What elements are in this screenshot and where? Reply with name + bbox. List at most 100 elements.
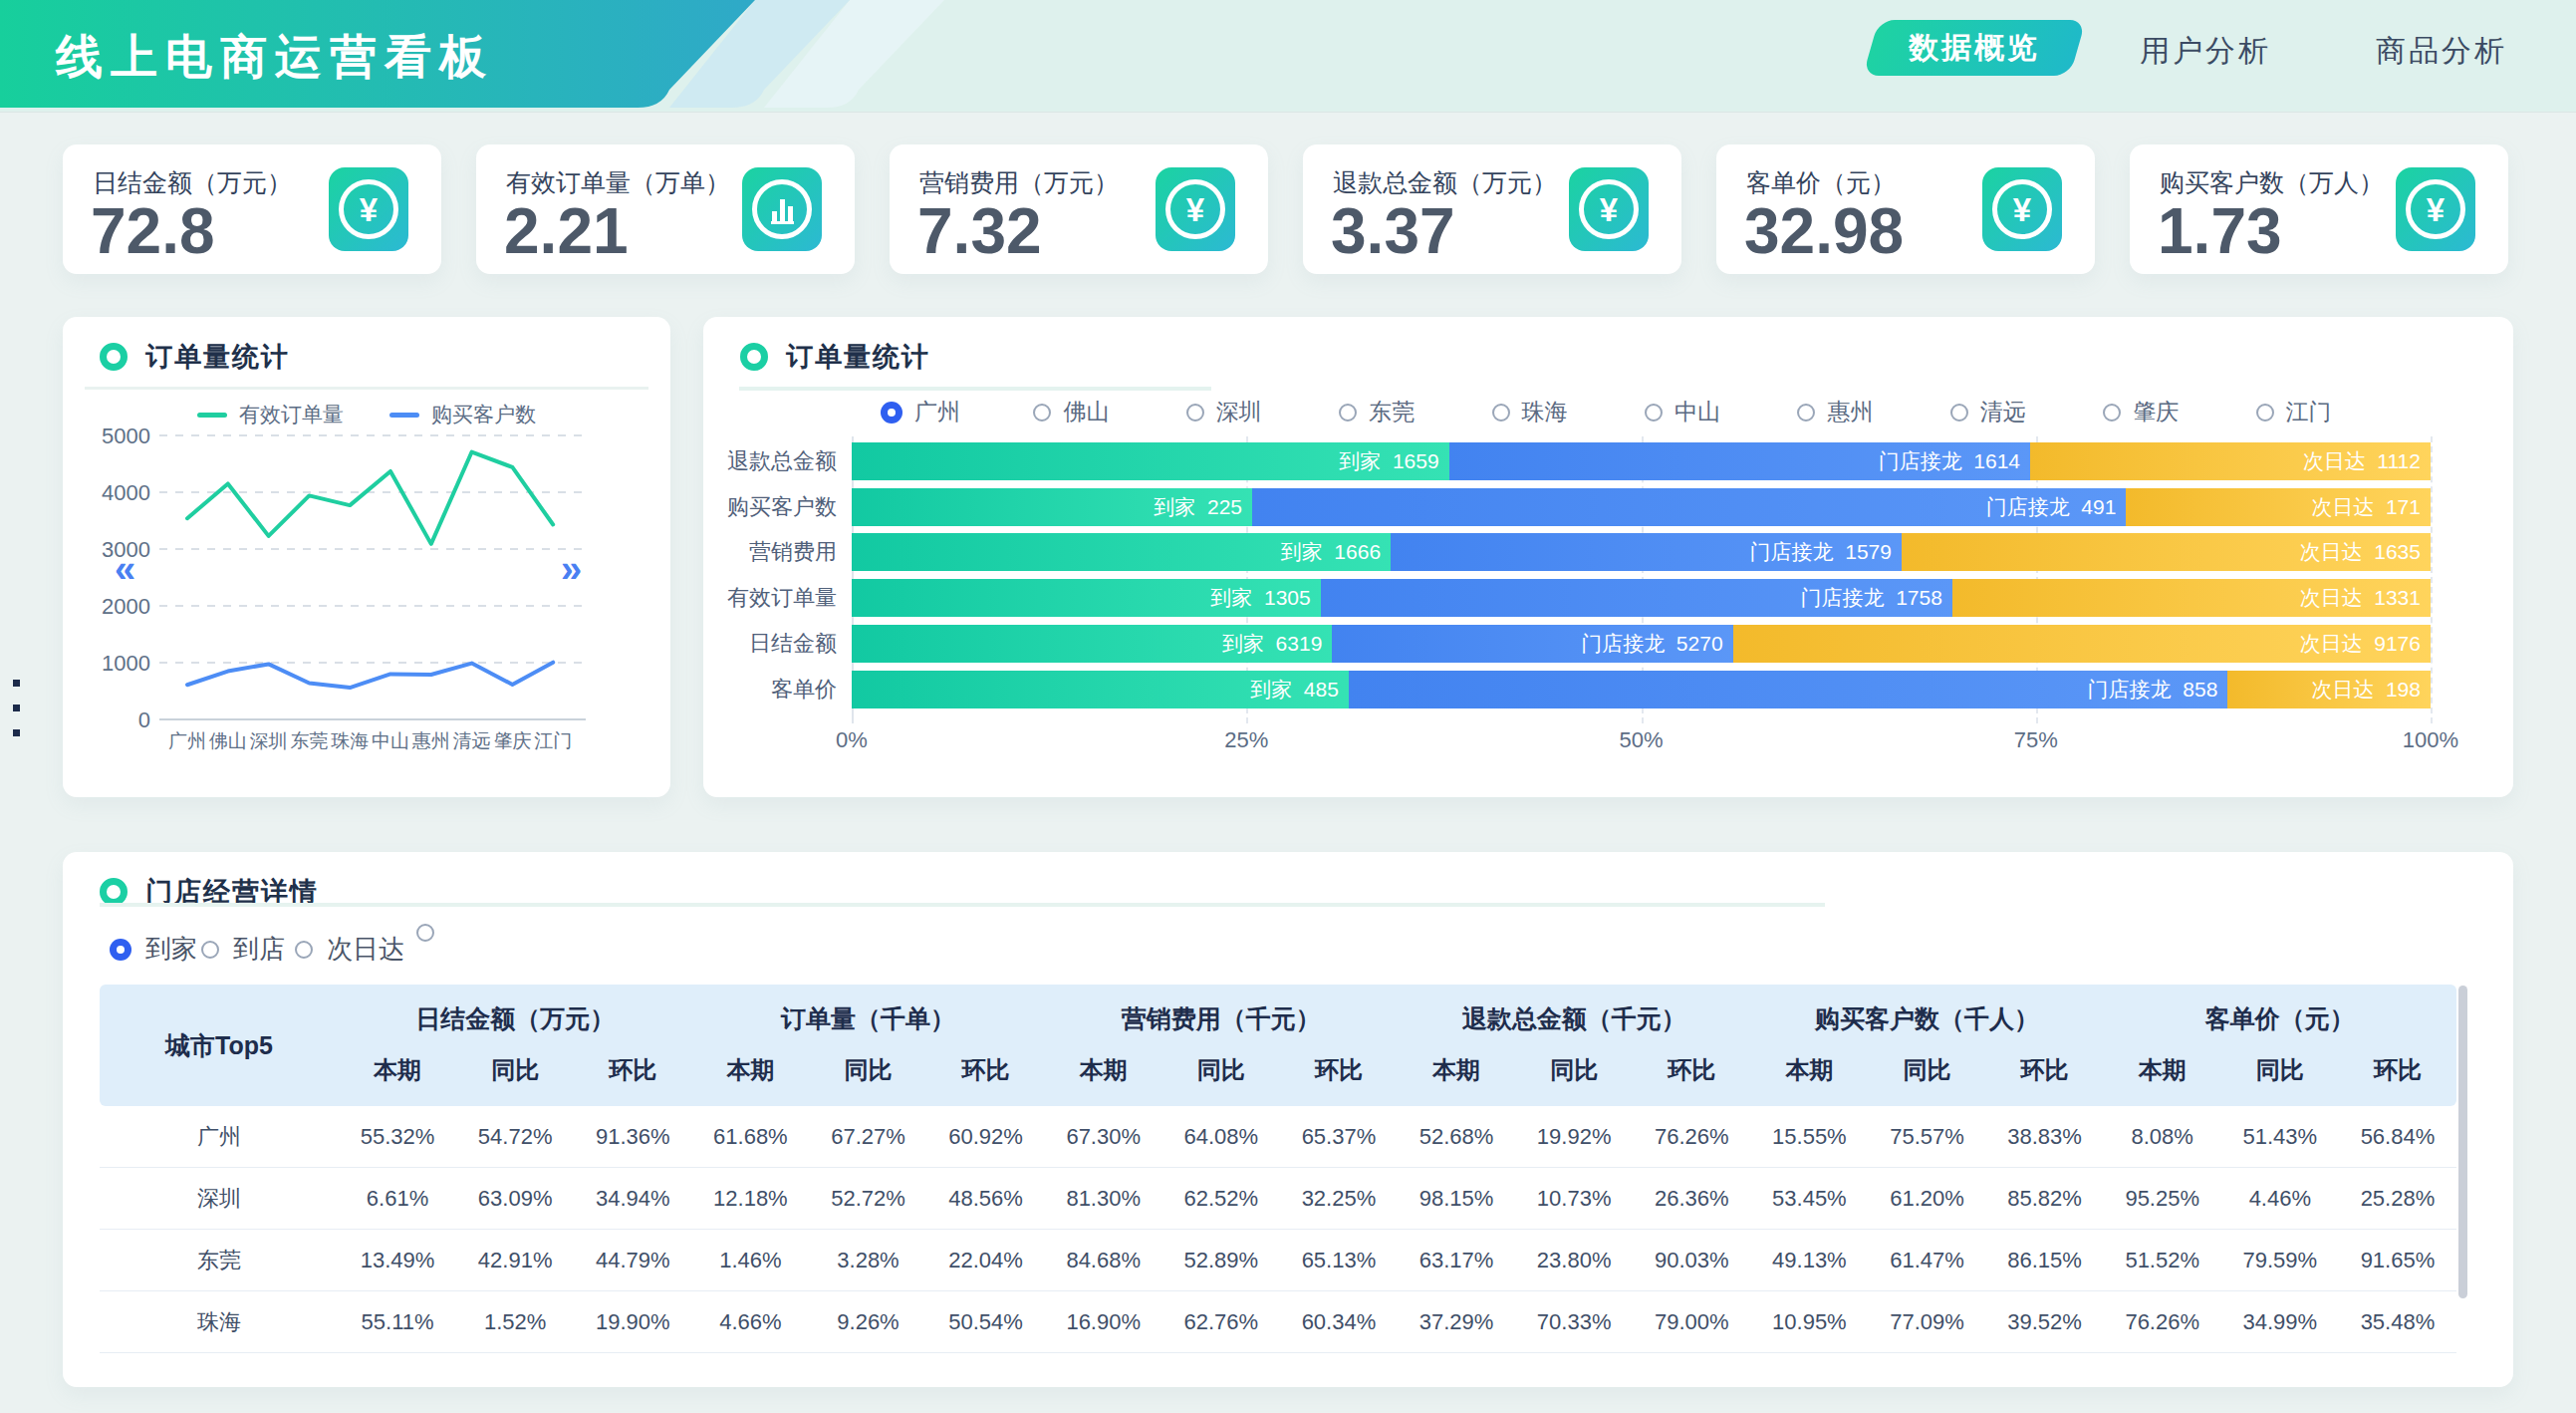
- legend-swatch: [389, 413, 419, 418]
- bar-segment[interactable]: 次日达 9176: [1733, 625, 2431, 663]
- bar-segment[interactable]: 门店接龙 1758: [1321, 579, 1952, 617]
- chart-scroll-right-icon[interactable]: »: [561, 548, 582, 591]
- cell-value: 52.72%: [809, 1186, 926, 1212]
- bar-segment[interactable]: 次日达 1112: [2030, 442, 2431, 480]
- col-sub-header: 本期: [691, 1048, 809, 1092]
- svg-text:东莞: 东莞: [290, 730, 328, 751]
- bar-segment[interactable]: 次日达 1331: [1952, 579, 2431, 617]
- bar-segment[interactable]: 次日达 198: [2227, 671, 2431, 708]
- yen-icon: ¥: [360, 193, 378, 226]
- cell-value: 81.30%: [1045, 1186, 1162, 1212]
- cell-value: 86.15%: [1986, 1248, 2104, 1273]
- city-radio-9[interactable]: 肇庆: [2103, 397, 2179, 427]
- city-radio-2[interactable]: 佛山: [1033, 397, 1109, 427]
- radio-icon[interactable]: [2103, 404, 2121, 422]
- cell-city: 深圳: [100, 1184, 339, 1214]
- radio-icon[interactable]: [1797, 404, 1815, 422]
- bar-segment[interactable]: 到家 1659: [852, 442, 1449, 480]
- bar-category-label: 营销费用: [703, 533, 837, 571]
- bar-segment[interactable]: 次日达 1635: [1902, 533, 2431, 571]
- bar-segment[interactable]: 门店接龙 5270: [1332, 625, 1732, 663]
- svg-text:珠海: 珠海: [331, 730, 369, 751]
- cell-value: 52.68%: [1398, 1124, 1515, 1150]
- cell-value: 51.52%: [2104, 1248, 2221, 1273]
- kpi-icon: ¥: [1156, 167, 1235, 251]
- line-card-title: 订单量统计: [145, 339, 290, 375]
- cell-value: 62.52%: [1162, 1186, 1280, 1212]
- radio-icon[interactable]: [1645, 404, 1663, 422]
- radio-label: 中山: [1674, 397, 1720, 427]
- city-radio-5[interactable]: 珠海: [1492, 397, 1568, 427]
- radio-label: 到店: [233, 932, 285, 967]
- cell-value: 53.45%: [1750, 1186, 1868, 1212]
- cell-city: 广州: [100, 1122, 339, 1152]
- bar-segment-label: 门店接龙 491: [1986, 493, 2117, 521]
- cell-value: 10.95%: [1750, 1309, 1868, 1335]
- bar-segment[interactable]: 到家 1305: [852, 579, 1321, 617]
- radio-icon[interactable]: [295, 941, 313, 959]
- cell-value: 61.20%: [1868, 1186, 1985, 1212]
- bar-segment[interactable]: 次日达 171: [2126, 488, 2431, 526]
- cell-value: 34.99%: [2221, 1309, 2339, 1335]
- cell-value: 19.90%: [574, 1309, 691, 1335]
- cell-value: 19.92%: [1515, 1124, 1633, 1150]
- tab-data-overview[interactable]: 数据概览: [1863, 20, 2086, 76]
- bar-segment[interactable]: 门店接龙 1614: [1449, 442, 2030, 480]
- cell-value: 4.66%: [691, 1309, 809, 1335]
- city-radio-7[interactable]: 惠州: [1797, 397, 1873, 427]
- city-radio-1[interactable]: 广州: [881, 397, 960, 427]
- radio-icon[interactable]: [2256, 404, 2274, 422]
- tab-product-analysis[interactable]: 商品分析: [2376, 31, 2507, 72]
- radio-icon[interactable]: [1950, 404, 1968, 422]
- cell-value: 65.37%: [1280, 1124, 1398, 1150]
- section-ring-icon: [100, 878, 128, 906]
- line-chart: 500040003000200010000广州佛山深圳东莞珠海中山惠州清远肇庆江…: [63, 422, 670, 765]
- page-title: 线上电商运营看板: [56, 26, 494, 89]
- gridline: [2431, 436, 2433, 723]
- cell-value: 61.47%: [1868, 1248, 1985, 1273]
- radio-icon[interactable]: [1033, 404, 1051, 422]
- bar-segment-label: 到家 1666: [1281, 538, 1381, 566]
- bar-category-label: 日结金额: [703, 625, 837, 663]
- city-radio-6[interactable]: 中山: [1645, 397, 1720, 427]
- order-stats-line-card: 订单量统计 有效订单量购买客户数 500040003000200010000广州…: [63, 317, 670, 797]
- cell-value: 55.11%: [339, 1309, 456, 1335]
- filter-radio-1[interactable]: 到家: [110, 932, 197, 967]
- svg-text:2000: 2000: [102, 594, 150, 619]
- radio-icon[interactable]: [1492, 404, 1510, 422]
- svg-text:0: 0: [138, 707, 150, 732]
- svg-text:4000: 4000: [102, 480, 150, 505]
- radio-icon[interactable]: [110, 939, 131, 961]
- bar-segment[interactable]: 到家 485: [852, 671, 1349, 708]
- city-radio-3[interactable]: 深圳: [1186, 397, 1262, 427]
- cell-value: 98.15%: [1398, 1186, 1515, 1212]
- chart-scroll-left-icon[interactable]: «: [115, 548, 135, 591]
- city-radio-8[interactable]: 清远: [1950, 397, 2026, 427]
- bar-segment[interactable]: 到家 1666: [852, 533, 1391, 571]
- radio-icon[interactable]: [201, 941, 219, 959]
- bar-segment[interactable]: 门店接龙 858: [1349, 671, 2227, 708]
- bar-segment[interactable]: 到家 6319: [852, 625, 1332, 663]
- city-radio-10[interactable]: 江门: [2256, 397, 2332, 427]
- tab-user-analysis[interactable]: 用户分析: [2140, 31, 2271, 72]
- filter-radio-3[interactable]: 次日达: [295, 932, 404, 967]
- bar-segment[interactable]: 门店接龙 1579: [1391, 533, 1902, 571]
- empty-radio[interactable]: [416, 924, 434, 942]
- radio-icon[interactable]: [1186, 404, 1204, 422]
- filter-radio-2[interactable]: 到店: [201, 932, 285, 967]
- store-detail-card: 门店经营详情 到家到店次日达 城市Top5日结金额（万元）订单量（千单）营销费用…: [63, 852, 2513, 1387]
- table-header: 城市Top5日结金额（万元）订单量（千单）营销费用（千元）退款总金额（千元）购买…: [100, 985, 2456, 1106]
- table-scrollbar[interactable]: [2458, 986, 2467, 1298]
- bar-segment[interactable]: 到家 225: [852, 488, 1252, 526]
- bar-category-label: 客单价: [703, 671, 837, 708]
- radio-icon[interactable]: [881, 402, 902, 424]
- cell-value: 62.76%: [1162, 1309, 1280, 1335]
- radio-icon[interactable]: [1339, 404, 1357, 422]
- col-sub-header: 同比: [1515, 1048, 1633, 1092]
- edge-drag-handle[interactable]: [13, 680, 20, 754]
- city-radio-4[interactable]: 东莞: [1339, 397, 1415, 427]
- cell-value: 75.57%: [1868, 1124, 1985, 1150]
- bar-segment[interactable]: 门店接龙 491: [1252, 488, 2126, 526]
- cell-value: 38.83%: [1986, 1124, 2104, 1150]
- x-tick-label: 0%: [836, 727, 868, 753]
